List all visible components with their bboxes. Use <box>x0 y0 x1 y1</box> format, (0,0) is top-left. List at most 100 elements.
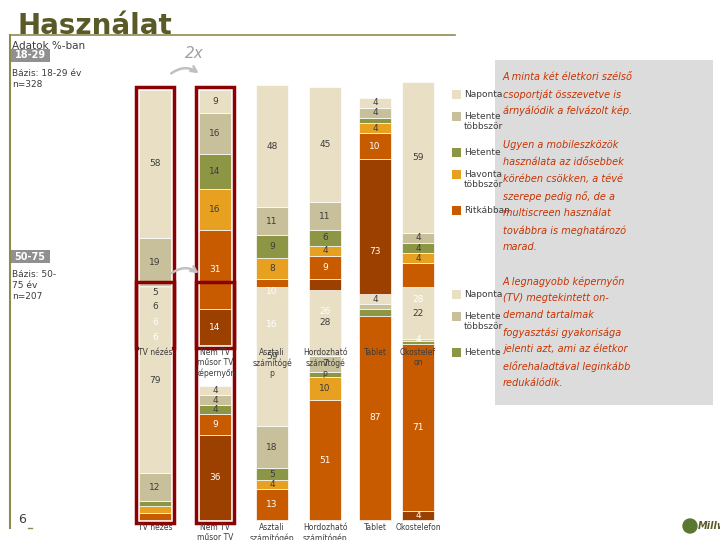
Text: Hetente: Hetente <box>464 348 500 357</box>
Bar <box>452 90 461 99</box>
Bar <box>452 348 461 357</box>
Text: 31: 31 <box>210 265 221 274</box>
Text: 51: 51 <box>319 456 330 464</box>
Text: 48: 48 <box>266 141 278 151</box>
Text: 73: 73 <box>369 247 381 256</box>
Bar <box>402 253 434 264</box>
Text: 79: 79 <box>149 376 161 384</box>
Text: többször: többször <box>464 180 503 189</box>
Bar <box>309 372 341 377</box>
Text: Használat: Használat <box>18 12 173 40</box>
Bar <box>359 133 391 159</box>
Text: körében csökken, a tévé: körében csökken, a tévé <box>503 174 623 184</box>
Text: Okostelefon: Okostelefon <box>395 523 441 532</box>
Text: multiscreen használat: multiscreen használat <box>503 208 611 218</box>
Text: Naponta: Naponta <box>464 290 503 299</box>
Text: 9: 9 <box>269 242 275 251</box>
Bar <box>139 513 171 520</box>
Text: többször: többször <box>464 122 503 131</box>
Text: 58: 58 <box>149 159 161 168</box>
Bar <box>309 289 341 355</box>
Bar <box>256 279 288 304</box>
Bar <box>309 87 341 202</box>
Text: 9: 9 <box>322 263 328 272</box>
Bar <box>402 264 434 335</box>
Bar <box>495 60 713 405</box>
Bar <box>359 98 391 108</box>
Bar <box>199 309 231 345</box>
Bar <box>199 405 231 414</box>
Bar <box>199 190 231 230</box>
Text: 5: 5 <box>269 470 275 478</box>
Bar <box>359 308 391 315</box>
Bar <box>359 304 391 308</box>
Text: Adatok %-ban: Adatok %-ban <box>12 41 85 51</box>
Bar <box>256 468 288 480</box>
Text: 14: 14 <box>210 167 221 176</box>
Text: 50-75: 50-75 <box>14 252 45 261</box>
Bar <box>256 207 288 235</box>
Bar <box>199 395 231 405</box>
Bar <box>199 154 231 190</box>
Bar <box>402 341 434 344</box>
Text: csoportját összevetve is: csoportját összevetve is <box>503 89 621 99</box>
Text: árnyálódik a felvázolt kép.: árnyálódik a felvázolt kép. <box>503 106 632 117</box>
Text: A minta két életkori szélső: A minta két életkori szélső <box>503 72 633 82</box>
Text: 14: 14 <box>210 322 221 332</box>
Text: 19: 19 <box>149 258 161 267</box>
Bar <box>309 256 341 279</box>
Bar <box>136 282 174 523</box>
Text: 59: 59 <box>266 352 278 361</box>
Bar <box>359 123 391 133</box>
Text: 4: 4 <box>415 254 420 263</box>
Bar <box>309 202 341 230</box>
Text: 4: 4 <box>372 98 378 107</box>
Bar <box>452 112 461 121</box>
Bar <box>139 299 171 314</box>
Text: Okostelef
on: Okostelef on <box>400 348 436 367</box>
Text: demand tartalmak: demand tartalmak <box>503 310 594 320</box>
Text: Bázis: 18-29 év
n=328: Bázis: 18-29 év n=328 <box>12 69 81 89</box>
Text: Ritkábban: Ritkábban <box>464 206 510 215</box>
Text: TV nézés: TV nézés <box>138 348 172 357</box>
Bar <box>256 287 288 426</box>
Bar <box>256 235 288 258</box>
Text: Bázis: 50-
75 év
n=207: Bázis: 50- 75 év n=207 <box>12 270 56 301</box>
Bar <box>256 85 288 207</box>
Text: többször: többször <box>464 322 503 331</box>
Bar <box>309 279 341 345</box>
Text: 4: 4 <box>415 511 420 520</box>
Text: Ugyen a mobileszközök: Ugyen a mobileszközök <box>503 140 618 150</box>
Text: 4: 4 <box>415 244 420 253</box>
Bar <box>452 170 461 179</box>
Bar <box>199 435 231 520</box>
Bar <box>309 355 341 372</box>
Text: 87: 87 <box>369 413 381 422</box>
Text: fogyasztási gyakorisága: fogyasztási gyakorisága <box>503 327 621 338</box>
Bar <box>402 339 434 341</box>
Text: 36: 36 <box>210 473 221 482</box>
Text: Hetente: Hetente <box>464 312 500 321</box>
Text: 16: 16 <box>266 320 278 329</box>
Bar <box>402 243 434 253</box>
Text: 10: 10 <box>266 287 278 296</box>
Bar <box>402 511 434 520</box>
Text: A legnagyobb képernyőn: A legnagyobb képernyőn <box>503 276 626 287</box>
Text: 59: 59 <box>413 153 424 162</box>
Text: Hordozható
számítógé
p: Hordozható számítógé p <box>302 348 347 379</box>
Text: 4: 4 <box>415 335 420 345</box>
Bar <box>256 489 288 520</box>
Text: 18: 18 <box>266 443 278 451</box>
Bar <box>309 230 341 246</box>
Bar <box>402 82 434 233</box>
Text: 2x: 2x <box>185 46 204 61</box>
Bar <box>199 414 231 435</box>
Bar <box>196 87 234 348</box>
Bar <box>199 386 231 395</box>
Text: 10: 10 <box>319 384 330 393</box>
Text: 4: 4 <box>269 480 275 489</box>
Text: 28: 28 <box>319 318 330 327</box>
Bar <box>359 108 391 118</box>
Bar <box>139 90 171 238</box>
Text: 18-29: 18-29 <box>14 51 45 60</box>
